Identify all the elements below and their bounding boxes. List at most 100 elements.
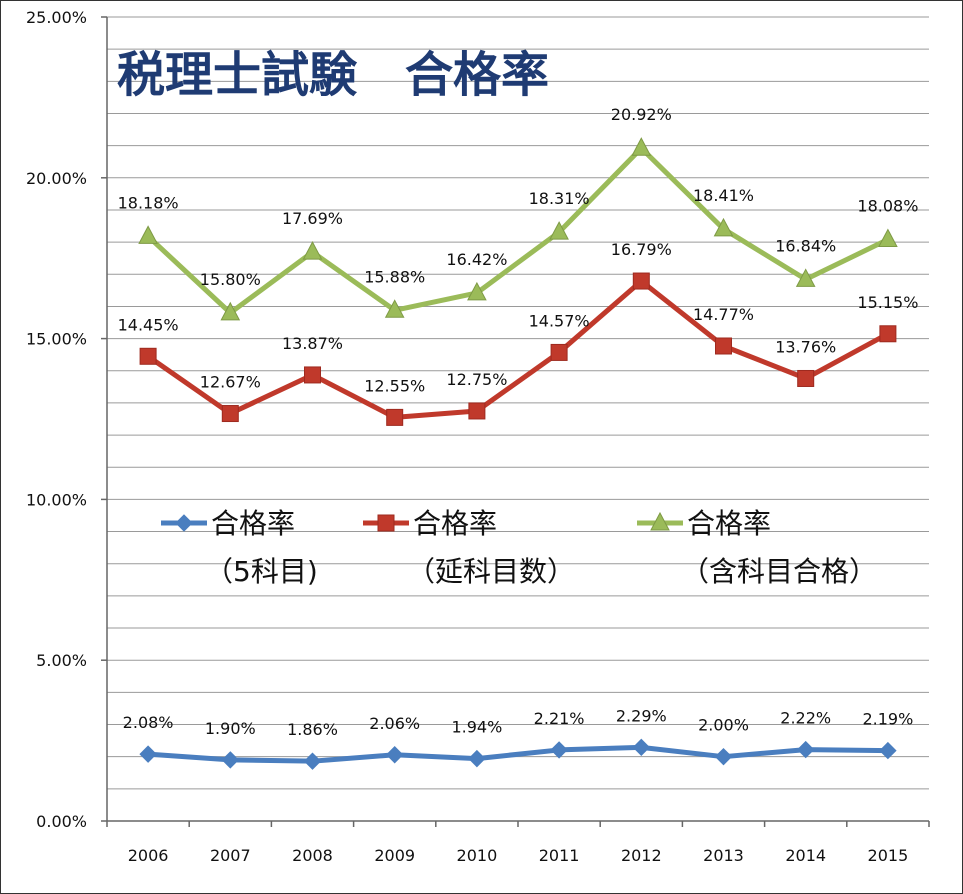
- data-point: [220, 301, 241, 321]
- series-line: [147, 744, 888, 764]
- series-line: [146, 278, 890, 420]
- data-label: 15.15%: [857, 293, 918, 312]
- data-point: [384, 299, 405, 318]
- data-label: 20.92%: [611, 105, 672, 124]
- data-point: [550, 343, 568, 361]
- legend-item: 合格率 （含科目合格）: [637, 507, 877, 588]
- legend-marker: [650, 511, 670, 531]
- gridlines: [107, 16, 929, 790]
- legend-label: 合格率: [687, 507, 771, 540]
- legend-item: 合格率 （延科目数）: [363, 507, 575, 588]
- data-label: 2.19%: [862, 710, 913, 729]
- legend-label-sub: （延科目数）: [407, 555, 575, 588]
- data-point: [797, 369, 815, 387]
- chart-title: 税理士試験 合格率: [117, 47, 549, 103]
- data-point: [138, 225, 158, 244]
- data-label: 14.45%: [118, 315, 179, 334]
- y-tick-label: 25.00%: [26, 8, 87, 27]
- data-label: 12.67%: [200, 373, 261, 392]
- series-2: [138, 137, 898, 321]
- series-group: [138, 137, 898, 770]
- data-point: [879, 325, 897, 343]
- data-label: 2.00%: [698, 716, 749, 735]
- x-tick-label: 2006: [128, 846, 169, 865]
- data-label: 16.84%: [775, 236, 836, 255]
- data-point: [713, 217, 734, 237]
- data-point: [878, 228, 898, 248]
- data-label: 18.41%: [693, 186, 754, 205]
- y-tick-label: 20.00%: [26, 169, 87, 188]
- y-tick-label: 5.00%: [36, 651, 87, 670]
- series-0: [139, 738, 897, 770]
- data-point: [303, 752, 322, 770]
- y-tick-label: 0.00%: [36, 812, 87, 831]
- data-label: 16.79%: [611, 240, 672, 259]
- data-point: [549, 221, 569, 240]
- data-label: 17.69%: [282, 209, 343, 228]
- data-point: [879, 741, 897, 760]
- data-point: [139, 347, 157, 365]
- data-label: 2.08%: [123, 713, 174, 732]
- legend-label: 合格率: [413, 507, 497, 540]
- data-label: 2.22%: [780, 709, 831, 728]
- data-point: [632, 272, 650, 290]
- data-point: [221, 405, 239, 423]
- data-point: [302, 241, 323, 260]
- data-label: 16.42%: [446, 250, 507, 269]
- x-tick-label: 2009: [374, 846, 415, 865]
- legend-marker: [175, 514, 193, 532]
- data-point: [715, 337, 732, 355]
- axes: 0.00% 5.00% 10.00% 15.00% 20.00% 25.00% 2006 20…: [26, 8, 930, 865]
- data-label: 2.21%: [534, 709, 585, 728]
- data-label: 14.77%: [693, 305, 754, 324]
- data-point: [631, 137, 652, 156]
- data-label: 12.55%: [364, 376, 425, 395]
- legend: 合格率 （5科目) 合格率 （延科目数） 合格率 （含科目合格）: [161, 507, 877, 588]
- data-labels: 2.08% 1.90% 1.86% 2.06% 1.94% 2.21% 2.29% 2.00%…: [118, 105, 919, 739]
- legend-item: 合格率 （5科目): [161, 507, 318, 588]
- legend-label: 合格率: [211, 507, 295, 540]
- data-label: 15.80%: [200, 270, 261, 289]
- legend-label-sub: （含科目合格）: [681, 555, 877, 588]
- data-label: 1.86%: [287, 720, 338, 739]
- y-tick-label: 15.00%: [26, 330, 87, 349]
- data-label: 2.06%: [369, 714, 420, 733]
- data-label: 1.94%: [451, 718, 502, 737]
- data-point: [468, 749, 486, 768]
- data-point: [468, 402, 486, 420]
- data-label: 13.87%: [282, 334, 343, 353]
- x-tick-label: 2015: [868, 846, 909, 865]
- x-tick-label: 2010: [457, 846, 498, 865]
- data-point: [139, 745, 157, 763]
- series-1: [139, 272, 897, 426]
- data-label: 15.88%: [364, 267, 425, 286]
- data-label: 2.29%: [616, 706, 667, 725]
- x-tick-label: 2014: [785, 846, 826, 865]
- x-tick-label: 2011: [539, 846, 580, 865]
- data-point: [385, 746, 404, 764]
- data-point: [795, 268, 816, 287]
- data-point: [386, 408, 404, 426]
- data-label: 18.08%: [857, 197, 918, 216]
- data-label: 18.31%: [529, 189, 590, 208]
- data-point: [796, 740, 815, 759]
- data-label: 14.57%: [529, 311, 590, 330]
- data-label: 13.76%: [775, 337, 836, 356]
- data-point: [550, 741, 568, 759]
- data-label: 18.18%: [118, 193, 179, 212]
- data-point: [304, 366, 321, 384]
- x-tick-label: 2008: [292, 846, 333, 865]
- data-label: 12.75%: [446, 370, 507, 389]
- x-tick-label: 2012: [621, 846, 662, 865]
- y-tick-label: 10.00%: [26, 490, 87, 509]
- data-point: [467, 281, 487, 301]
- data-point: [632, 738, 651, 757]
- data-point: [714, 747, 733, 766]
- data-point: [221, 751, 240, 769]
- legend-marker: [377, 514, 395, 532]
- x-tick-label: 2013: [703, 846, 744, 865]
- series-line: [146, 145, 889, 316]
- data-label: 1.90%: [205, 719, 256, 738]
